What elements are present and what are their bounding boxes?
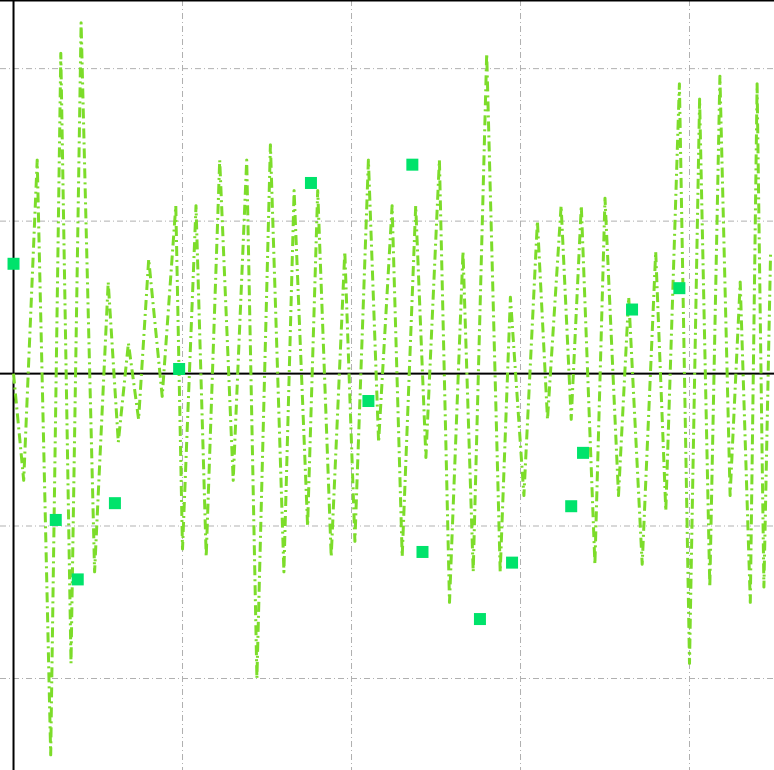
data-point-marker [565,500,578,513]
data-point-marker [406,158,419,171]
data-point-marker [577,446,590,459]
data-point-marker [49,513,62,526]
data-point-marker [108,497,121,510]
series-line-path [12,21,773,757]
data-point-marker [173,362,186,375]
data-point-marker [416,545,429,558]
data-point-marker [473,613,486,626]
data-point-marker [7,257,20,270]
data-point-marker [506,556,519,569]
data-point-marker [362,395,375,408]
data-point-marker [71,573,84,586]
series-group [7,21,773,757]
data-point-marker [304,176,317,189]
data-point-marker [673,282,686,295]
data-point-marker [626,303,639,316]
